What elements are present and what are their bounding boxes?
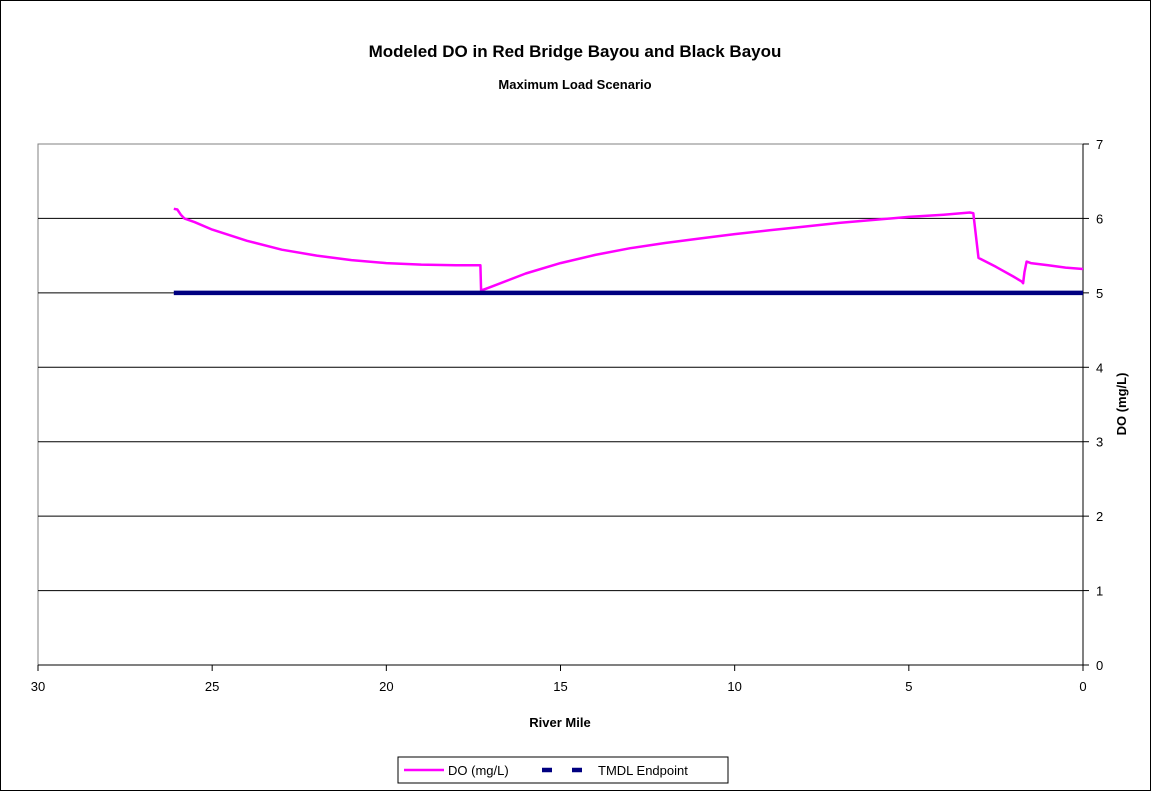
x-axis-title: River Mile	[529, 715, 590, 730]
legend: DO (mg/L) TMDL Endpoint	[397, 756, 729, 784]
y-tick-label-6: 6	[1096, 211, 1103, 226]
y-tick-label-1: 1	[1096, 584, 1103, 599]
legend-box	[397, 756, 729, 784]
y-axis-title: DO (mg/L)	[1114, 373, 1129, 436]
legend-label-tmdl: TMDL Endpoint	[598, 763, 688, 778]
legend-label-do: DO (mg/L)	[448, 763, 509, 778]
y-tick-label-0: 0	[1096, 658, 1103, 673]
y-tick-label-5: 5	[1096, 286, 1103, 301]
x-tick-label-5: 5	[905, 679, 912, 694]
y-tick-label-2: 2	[1096, 509, 1103, 524]
x-tick-label-20: 20	[379, 679, 393, 694]
x-tick-label-10: 10	[727, 679, 741, 694]
axes: 0 1 2 3 4 5 6 7 30 25 20 15 10 5 0	[31, 137, 1103, 694]
y-tick-label-4: 4	[1096, 360, 1103, 375]
x-tick-label-0: 0	[1079, 679, 1086, 694]
series-layer	[173, 207, 1084, 296]
series-line-do	[173, 207, 1084, 292]
chart-title: Modeled DO in Red Bridge Bayou and Black…	[369, 42, 782, 61]
x-tick-label-25: 25	[205, 679, 219, 694]
x-tick-label-15: 15	[553, 679, 567, 694]
x-tick-label-30: 30	[31, 679, 45, 694]
chart-subtitle: Maximum Load Scenario	[498, 77, 651, 92]
y-tick-label-7: 7	[1096, 137, 1103, 152]
y-tick-label-3: 3	[1096, 435, 1103, 450]
